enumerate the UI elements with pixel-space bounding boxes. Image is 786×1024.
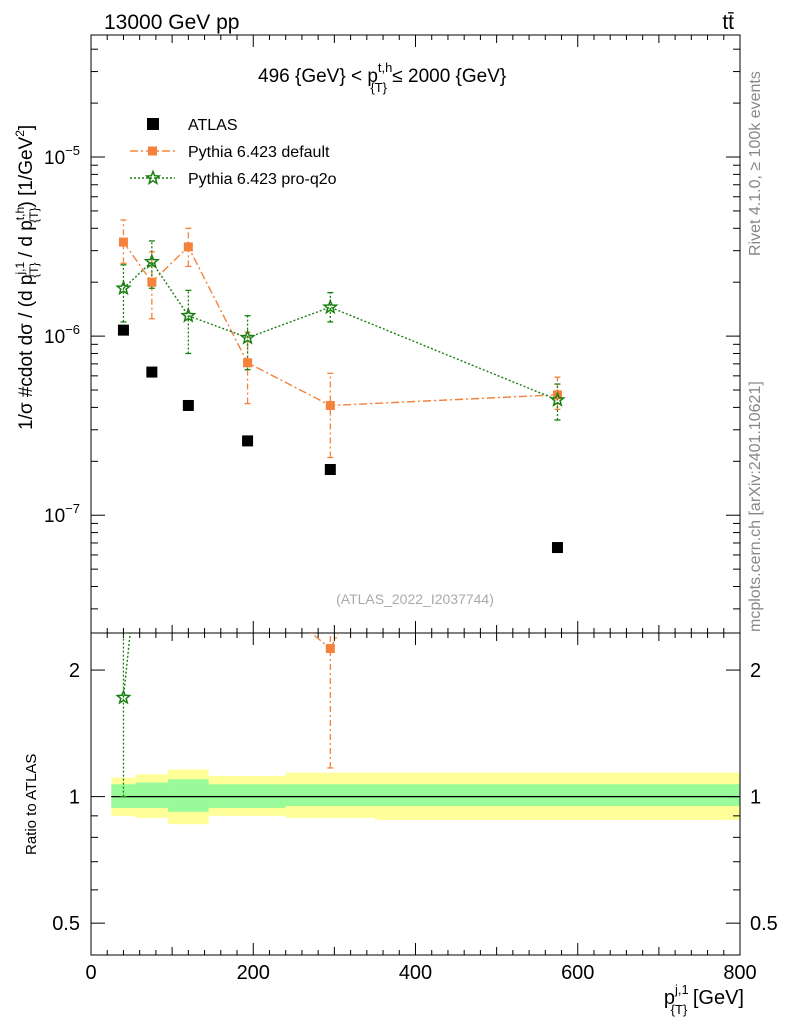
default-point (118, 237, 128, 247)
proq2o-line (123, 260, 558, 401)
uncertainty-band-inner (374, 784, 740, 806)
y-tick-exp: −5 (65, 143, 80, 158)
atlas-point (551, 542, 563, 554)
ratio-curves (115, 633, 340, 798)
y-tick-base: 10 (44, 148, 65, 169)
default-point (243, 358, 253, 368)
proq2o-point (549, 391, 566, 407)
beam-label: 13000 GeV pp (104, 11, 239, 34)
x-tick-label: 200 (237, 962, 270, 984)
cut-title-main: 496 {GeV} < p (258, 66, 378, 87)
ratio-y-tick-label: 0.5 (52, 913, 80, 935)
atlas-point (242, 435, 254, 447)
y-tick-base: 10 (44, 327, 65, 348)
process-label: tt̄ (722, 11, 734, 34)
x-tick-label: 600 (561, 962, 594, 984)
uncertainty-band-inner (135, 782, 169, 808)
default-point (147, 277, 157, 287)
atlas-point (324, 464, 336, 476)
y-tick-exp: −6 (65, 322, 80, 337)
ratio-y-tick-label-right: 1 (750, 787, 761, 809)
ratio-default-point (325, 644, 335, 654)
uncertainty-band-inner (168, 779, 209, 812)
proq2o-point (143, 253, 160, 269)
legend-label: Pythia 6.423 default (188, 144, 330, 161)
legend-label: Pythia 6.423 pro-q2o (188, 171, 337, 188)
cut-title-sup: t,h (378, 60, 392, 75)
x-tick-label: 800 (723, 962, 756, 984)
x-tick-label: 400 (399, 962, 432, 984)
legend: ATLAS Pythia 6.423 default Pythia 6.423 pr… (130, 117, 337, 188)
legend-label: ATLAS (188, 117, 238, 134)
y-tick-label: 10−5 (44, 143, 80, 169)
cut-title: 496 {GeV} < pt,h {T} ≤ 2000 {GeV} (258, 60, 506, 95)
ratio-y-tick-label: 2 (69, 660, 80, 682)
ratio-proq2o-line (122, 633, 131, 698)
proq2o-point (322, 298, 339, 315)
mcplots-label: mcplots.cern.ch [arXiv:2401.10621] (747, 381, 764, 632)
default-point (183, 242, 193, 252)
ratio-proq2o-point (115, 689, 132, 705)
atlas-point (182, 399, 194, 411)
legend-proq2o-marker (144, 169, 162, 185)
main-ylabel: 1/σ #cdot dσ / (d pj,1{T} / d pt,h{T}) [… (13, 125, 41, 430)
ratio-default-line (310, 633, 331, 650)
ratio-ylabel: Ratio to ATLAS (23, 754, 40, 855)
y-tick-label: 10−7 (44, 501, 80, 527)
x-axis-label: pj,1 {T} [GeV] (664, 982, 744, 1017)
default-line (122, 241, 558, 407)
ratio-y-tick-label: 1 (69, 787, 80, 809)
y-tick-base: 10 (44, 506, 65, 527)
rivet-label: Rivet 4.1.0, ≥ 100k events (747, 71, 764, 256)
uncertainty-band-inner (285, 784, 375, 806)
proq2o-point (180, 307, 197, 323)
cut-title-sub: {T} (370, 80, 387, 95)
ratio-panel: 0 200 400 600 800 0.5 0.5 1 1 2 2 (52, 632, 778, 984)
atlas-point (146, 366, 158, 378)
y-tick-exp: −7 (65, 501, 80, 516)
cut-title-rest: ≤ 2000 {GeV} (387, 66, 506, 87)
ratio-y-tick-label-right: 2 (750, 660, 761, 682)
analysis-watermark: (ATLAS_2022_I2037744) (336, 591, 494, 607)
x-tick-label: 0 (85, 962, 96, 984)
legend-default-marker (148, 146, 157, 156)
default-point (325, 400, 335, 410)
atlas-point (117, 324, 129, 336)
y-tick-label: 10−6 (44, 322, 80, 348)
proq2o-point (115, 279, 132, 296)
proq2o-point (239, 329, 256, 345)
legend-atlas-marker (147, 118, 159, 130)
ratio-y-tick-label-right: 0.5 (750, 913, 778, 935)
